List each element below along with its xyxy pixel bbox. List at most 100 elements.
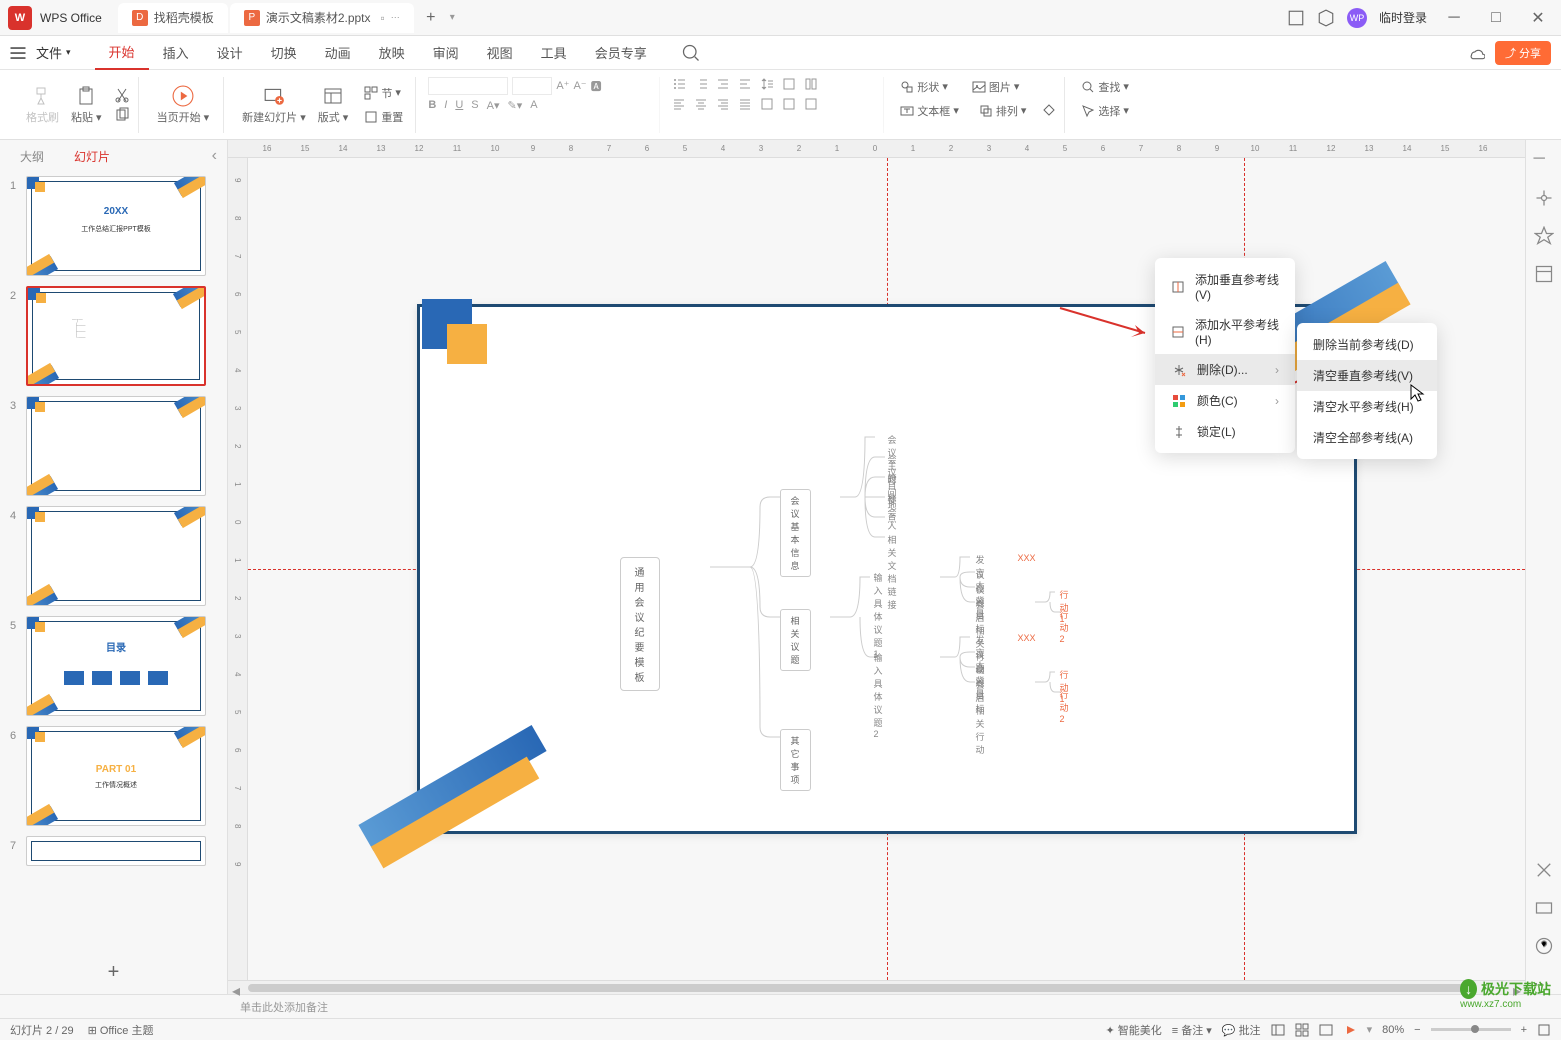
share-button[interactable]: ⤴ 分享 [1495, 41, 1551, 65]
tab-menu-icon[interactable]: ▫ [381, 11, 385, 25]
zoom-in-button[interactable]: + [1521, 1024, 1527, 1036]
tab-dropdown-icon[interactable]: ⋯ [391, 12, 400, 23]
notes-toggle[interactable]: ≡ 备注 ▾ [1172, 1022, 1212, 1038]
indent-inc-icon[interactable] [738, 77, 752, 91]
menu-view[interactable]: 视图 [473, 36, 527, 70]
tool2-icon[interactable] [1534, 898, 1554, 918]
thumbnail-6[interactable]: PART 01 工作情况概述 [26, 726, 206, 826]
avatar-icon[interactable]: WP [1347, 8, 1367, 28]
horizontal-scrollbar[interactable]: ◂ ▸ [228, 980, 1525, 994]
image-button[interactable]: 图片 ▾ [968, 77, 1024, 97]
font-select[interactable] [428, 77, 508, 95]
maximize-button[interactable]: □ [1481, 3, 1511, 33]
thumbnail-3[interactable] [26, 396, 206, 496]
theme-indicator[interactable]: ⊞ Office 主题 [88, 1022, 154, 1038]
section-button[interactable]: 节 ▾ [360, 83, 407, 103]
ctx-add-vertical[interactable]: 添加垂直参考线(V) [1155, 264, 1295, 309]
menu-slideshow[interactable]: 放映 [365, 36, 419, 70]
paste-button[interactable]: 粘贴 ▾ [65, 83, 108, 127]
tab-list-icon[interactable]: ▾ [450, 12, 455, 23]
tab-document[interactable]: P 演示文稿素材2.pptx ▫ ⋯ [230, 3, 414, 33]
ctx-delete[interactable]: 删除(D)... › [1155, 354, 1295, 385]
collapse-icon[interactable]: ─ [1534, 150, 1554, 170]
menu-design[interactable]: 设计 [203, 36, 257, 70]
clear-format-icon[interactable]: A [530, 99, 537, 111]
layout-button[interactable]: 版式 ▾ [312, 83, 355, 127]
cloud-icon[interactable] [1467, 44, 1485, 62]
ctx-lock[interactable]: 锁定(L) [1155, 416, 1295, 447]
line-spacing-icon[interactable] [760, 77, 774, 91]
zoom-value[interactable]: 80% [1382, 1024, 1404, 1036]
view-reading-icon[interactable] [1319, 1023, 1333, 1037]
slides-tab[interactable]: 幻灯片 [74, 148, 110, 165]
fit-icon[interactable] [1537, 1023, 1551, 1037]
view-sorter-icon[interactable] [1295, 1023, 1309, 1037]
decrease-font-icon[interactable]: A⁻ [573, 79, 586, 92]
menu-member[interactable]: 会员专享 [581, 36, 661, 70]
window-icon[interactable] [1287, 9, 1305, 27]
valign-bot-icon[interactable] [804, 97, 818, 111]
tab-template[interactable]: D 找稻壳模板 [118, 3, 228, 33]
view-normal-icon[interactable] [1271, 1023, 1285, 1037]
outline-tab[interactable]: 大纲 [20, 148, 44, 165]
add-slide-button[interactable]: + [0, 951, 227, 994]
new-tab-button[interactable]: + [416, 9, 446, 27]
slideshow-button[interactable]: 当页开始 ▾ [151, 83, 216, 127]
change-case-icon[interactable]: 🅰 [591, 78, 602, 94]
bullets-icon[interactable] [672, 77, 686, 91]
zoom-out-button[interactable]: − [1414, 1024, 1420, 1036]
align-center-icon[interactable] [694, 97, 708, 111]
ctx-delete-current[interactable]: 删除当前参考线(D) [1297, 329, 1437, 360]
comments-toggle[interactable]: 💬 批注 [1222, 1022, 1261, 1038]
cut-icon[interactable] [114, 87, 130, 103]
view-slideshow-icon[interactable] [1343, 1023, 1357, 1037]
font-color-icon[interactable]: A▾ [487, 99, 500, 112]
align-left-icon[interactable] [672, 97, 686, 111]
menu-insert[interactable]: 插入 [149, 36, 203, 70]
valign-mid-icon[interactable] [782, 97, 796, 111]
bold-icon[interactable]: B [428, 99, 436, 111]
italic-icon[interactable]: I [444, 99, 447, 111]
increase-font-icon[interactable]: A⁺ [556, 79, 569, 92]
find-button[interactable]: 查找 ▾ [1077, 77, 1133, 97]
numbering-icon[interactable] [694, 77, 708, 91]
highlight-icon[interactable]: ✎▾ [507, 99, 522, 112]
select-button[interactable]: 选择 ▾ [1077, 101, 1133, 121]
thumbnail-7[interactable] [26, 836, 206, 866]
star-icon[interactable] [1534, 226, 1554, 246]
thumbnail-4[interactable] [26, 506, 206, 606]
minimize-button[interactable]: ─ [1439, 3, 1469, 33]
thumbnail-2[interactable]: ─┬─ ├── ├── └── [26, 286, 206, 386]
ctx-color[interactable]: 颜色(C) › [1155, 385, 1295, 416]
copy-icon[interactable] [114, 107, 130, 123]
design-icon[interactable] [1534, 188, 1554, 208]
scrollbar-thumb[interactable] [248, 984, 1467, 992]
indent-dec-icon[interactable] [716, 77, 730, 91]
menu-transition[interactable]: 切换 [257, 36, 311, 70]
arrange-button[interactable]: 排列 ▾ [975, 101, 1031, 121]
tool1-icon[interactable] [1534, 860, 1554, 880]
valign-top-icon[interactable] [760, 97, 774, 111]
help-icon[interactable] [1534, 936, 1554, 956]
slide-viewport[interactable]: 通用会议纪要模板 会议基本信息 会议主题 会议目标 时间地点 参会人 相关文档链… [248, 158, 1525, 980]
close-button[interactable]: ✕ [1523, 3, 1553, 33]
ctx-clear-all[interactable]: 清空全部参考线(A) [1297, 422, 1437, 453]
thumbnail-1[interactable]: 20XX 工作总结汇报PPT模板 [26, 176, 206, 276]
thumbnail-5[interactable]: 目录 [26, 616, 206, 716]
fill-icon[interactable] [1042, 104, 1056, 118]
menu-home[interactable]: 开始 [95, 36, 149, 70]
scroll-left-icon[interactable]: ◂ [232, 981, 240, 1001]
new-slide-button[interactable]: 新建幻灯片 ▾ [236, 83, 312, 127]
underline-icon[interactable]: U [455, 99, 463, 111]
menu-review[interactable]: 审阅 [419, 36, 473, 70]
text-direction-icon[interactable] [782, 77, 796, 91]
reset-button[interactable]: 重置 [360, 107, 407, 127]
textbox-button[interactable]: 文本框 ▾ [896, 101, 963, 121]
template-icon[interactable] [1534, 264, 1554, 284]
file-menu[interactable]: 文件 ▾ [36, 43, 71, 62]
ctx-add-horizontal[interactable]: 添加水平参考线(H) [1155, 309, 1295, 354]
menu-animation[interactable]: 动画 [311, 36, 365, 70]
menu-tools[interactable]: 工具 [527, 36, 581, 70]
format-painter-button[interactable]: 格式刷 [20, 83, 65, 127]
beautify-button[interactable]: ✦ 智能美化 [1105, 1022, 1161, 1038]
